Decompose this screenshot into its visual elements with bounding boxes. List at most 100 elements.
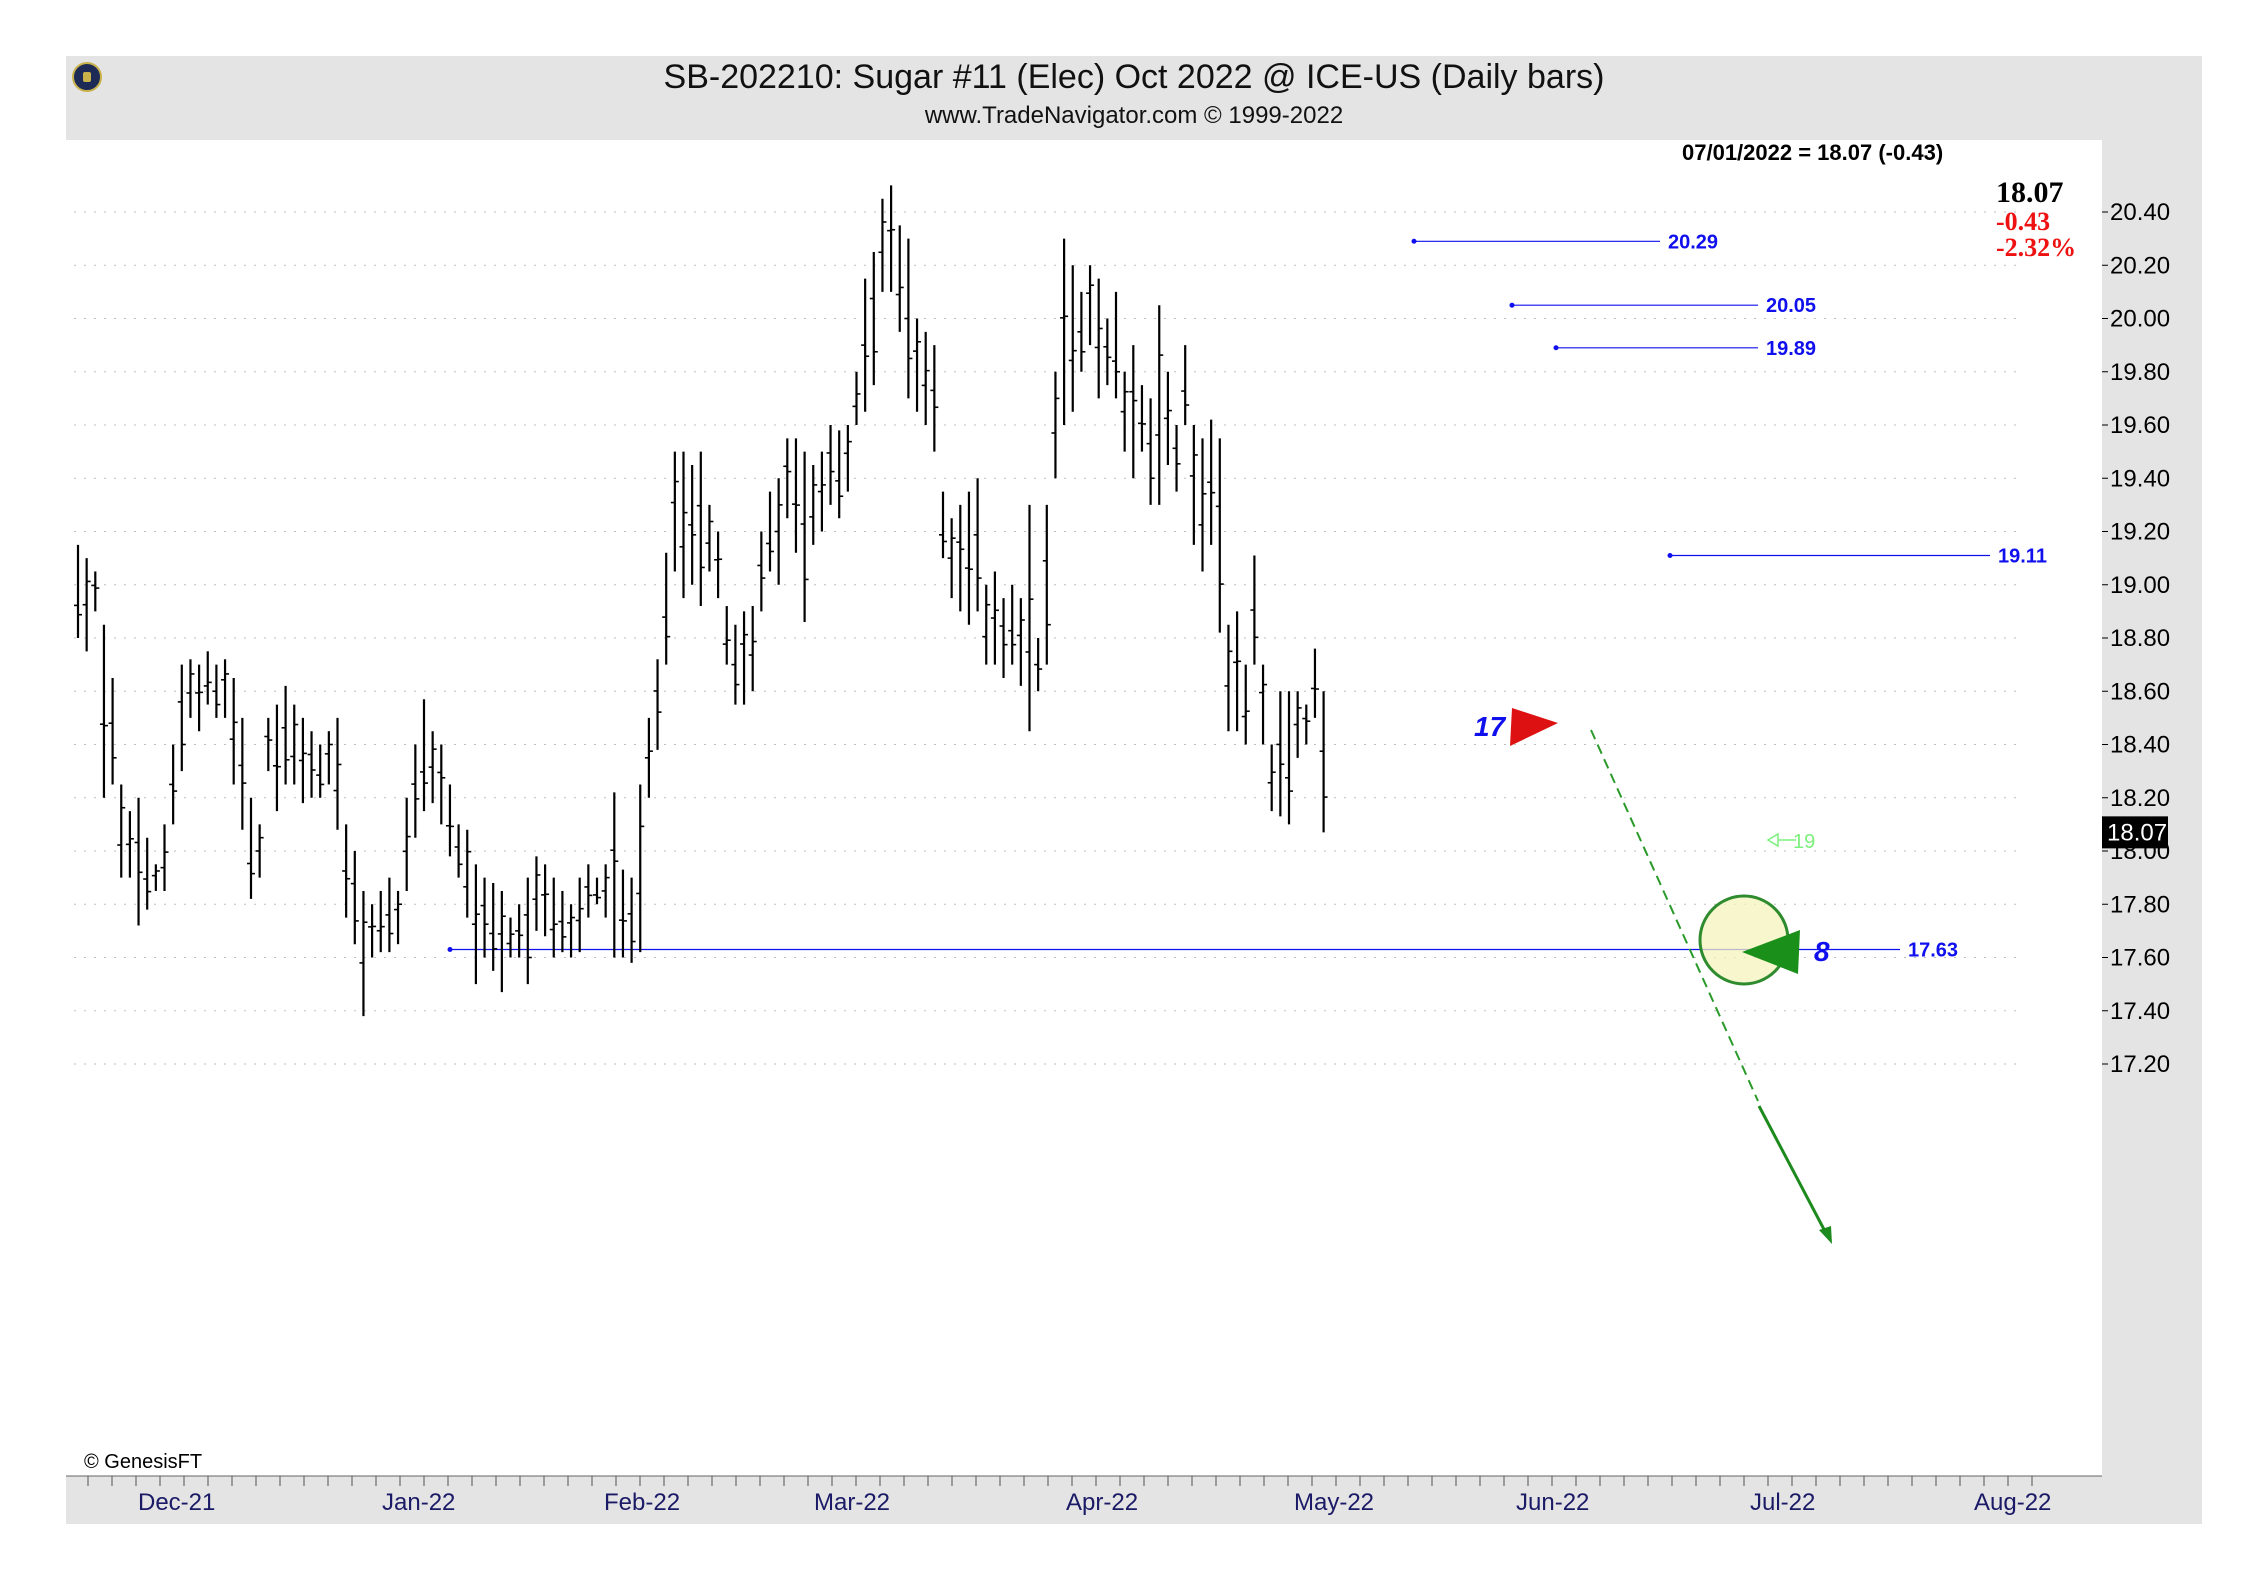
ohlc-bar xyxy=(887,185,896,292)
y-tick-label: 18.20 xyxy=(2110,785,2170,812)
ohlc-bar xyxy=(1198,438,1207,572)
ohlc-bar xyxy=(532,856,541,931)
ohlc-bar xyxy=(333,717,342,830)
quote-last: 18.07 xyxy=(1996,176,2064,209)
ohlc-bar xyxy=(939,491,947,559)
ohlc-bar xyxy=(627,877,636,963)
ohlc-bar xyxy=(376,890,385,953)
ohlc-bar xyxy=(195,664,204,732)
ohlc-bar xyxy=(1259,664,1268,745)
ohlc-bar xyxy=(1250,555,1259,665)
ohlc-bar xyxy=(1016,598,1025,686)
ohlc-bar xyxy=(272,704,281,812)
ohlc-bar xyxy=(869,251,878,386)
level-label: 20.29 xyxy=(1668,231,1718,253)
ohlc-bar xyxy=(480,877,489,958)
copyright-label: © GenesisFT xyxy=(84,1451,202,1473)
y-tick-label: 20.40 xyxy=(2110,199,2170,226)
ohlc-bar xyxy=(1034,638,1043,692)
x-tick-label: Mar-22 xyxy=(814,1489,890,1516)
ohlc-bar xyxy=(1241,664,1250,745)
x-tick-label: Aug-22 xyxy=(1974,1489,2051,1516)
ohlc-bar xyxy=(817,451,826,532)
ohlc-bar xyxy=(247,797,255,899)
ohlc-bar xyxy=(1310,648,1319,718)
ohlc-bar xyxy=(281,685,290,785)
ohlc-bar xyxy=(359,890,368,1017)
ohlc-bar xyxy=(316,744,325,798)
ohlc-bar xyxy=(618,869,627,958)
ohlc-bar xyxy=(999,598,1008,678)
ohlc-bar xyxy=(1302,704,1311,745)
level-label: 19.89 xyxy=(1766,338,1816,360)
status-line: 07/01/2022 = 18.07 (-0.43) xyxy=(1682,140,1943,165)
plot-area xyxy=(66,140,2102,1476)
ohlc-bar xyxy=(904,238,913,399)
ohlc-bar xyxy=(791,438,800,553)
grid-lines xyxy=(74,211,2016,1065)
ohlc-bar xyxy=(1293,691,1302,758)
ohlc-bar xyxy=(489,882,498,971)
y-tick-label: 18.40 xyxy=(2110,732,2170,759)
ohlc-bar xyxy=(420,699,428,812)
x-tick-label: May-22 xyxy=(1294,1489,1374,1516)
ohlc-bar xyxy=(437,744,446,825)
ohlc-bar xyxy=(593,877,601,905)
ohlc-bar xyxy=(1146,398,1155,505)
ohlc-bar xyxy=(117,784,126,878)
y-tick-label: 17.80 xyxy=(2110,891,2170,918)
ohlc-bar xyxy=(238,717,247,830)
count-label-8: 8 xyxy=(1814,936,1830,967)
ohlc-bar xyxy=(186,659,195,718)
ohlc-bar xyxy=(644,717,653,798)
ohlc-bar xyxy=(307,731,316,798)
ohlc-bar xyxy=(843,425,852,492)
ohlc-bar xyxy=(861,278,870,412)
ohlc-bar xyxy=(324,731,333,785)
ohlc-bar xyxy=(82,558,91,652)
level-label: 17.63 xyxy=(1908,940,1958,962)
ohlc-bar xyxy=(1319,691,1328,833)
faint-marker-icon: 19 xyxy=(1766,831,1815,853)
ohlc-bars xyxy=(74,185,1328,1017)
y-tick-label: 19.00 xyxy=(2110,572,2170,599)
ohlc-bar xyxy=(558,890,567,953)
level-19.11: 19.11 xyxy=(1667,545,2047,567)
ohlc-bar xyxy=(800,451,809,623)
ohlc-bar xyxy=(1215,438,1224,633)
ohlc-bar xyxy=(1155,305,1164,505)
ohlc-bar xyxy=(584,864,593,918)
horizontal-levels: 20.29 20.05 19.89 19.11 17.63 xyxy=(447,231,2047,962)
ohlc-bar xyxy=(757,531,766,612)
y-tick-label: 17.20 xyxy=(2110,1051,2170,1078)
ohlc-bar xyxy=(1060,238,1069,425)
price-chart[interactable]: 17.2017.4017.6017.8018.0018.2018.4018.60… xyxy=(66,56,2202,1524)
ohlc-bar xyxy=(506,917,515,958)
ohlc-bar xyxy=(368,904,377,958)
ohlc-bar xyxy=(108,677,117,785)
ohlc-bar xyxy=(1285,691,1293,825)
y-tick-label: 17.40 xyxy=(2110,998,2170,1025)
chart-title: SB-202210: Sugar #11 (Elec) Oct 2022 @ I… xyxy=(663,58,1605,96)
ohlc-bar xyxy=(774,478,783,585)
ohlc-bar xyxy=(541,864,550,937)
svg-text:18.07: 18.07 xyxy=(2107,819,2167,846)
ohlc-bar xyxy=(990,571,999,665)
ohlc-bar xyxy=(1233,611,1242,732)
y-tick-label: 20.20 xyxy=(2110,252,2170,279)
ohlc-bar xyxy=(670,451,679,572)
app-logo-icon[interactable] xyxy=(72,62,102,92)
last-price-tag: 18.07 xyxy=(2102,816,2168,849)
price-axis: 17.2017.4017.6017.8018.0018.2018.4018.60… xyxy=(2102,199,2170,1078)
ohlc-bar xyxy=(567,904,576,958)
ohlc-bar xyxy=(177,664,186,772)
ohlc-bar xyxy=(151,864,160,891)
ohlc-bar xyxy=(1163,371,1172,465)
ohlc-bar xyxy=(221,659,230,718)
y-tick-label: 19.20 xyxy=(2110,519,2170,546)
ohlc-bar xyxy=(982,584,991,665)
ohlc-bar xyxy=(783,438,792,519)
ohlc-bar xyxy=(1189,425,1198,545)
ohlc-bar xyxy=(1094,278,1103,399)
ohlc-bar xyxy=(947,518,956,599)
